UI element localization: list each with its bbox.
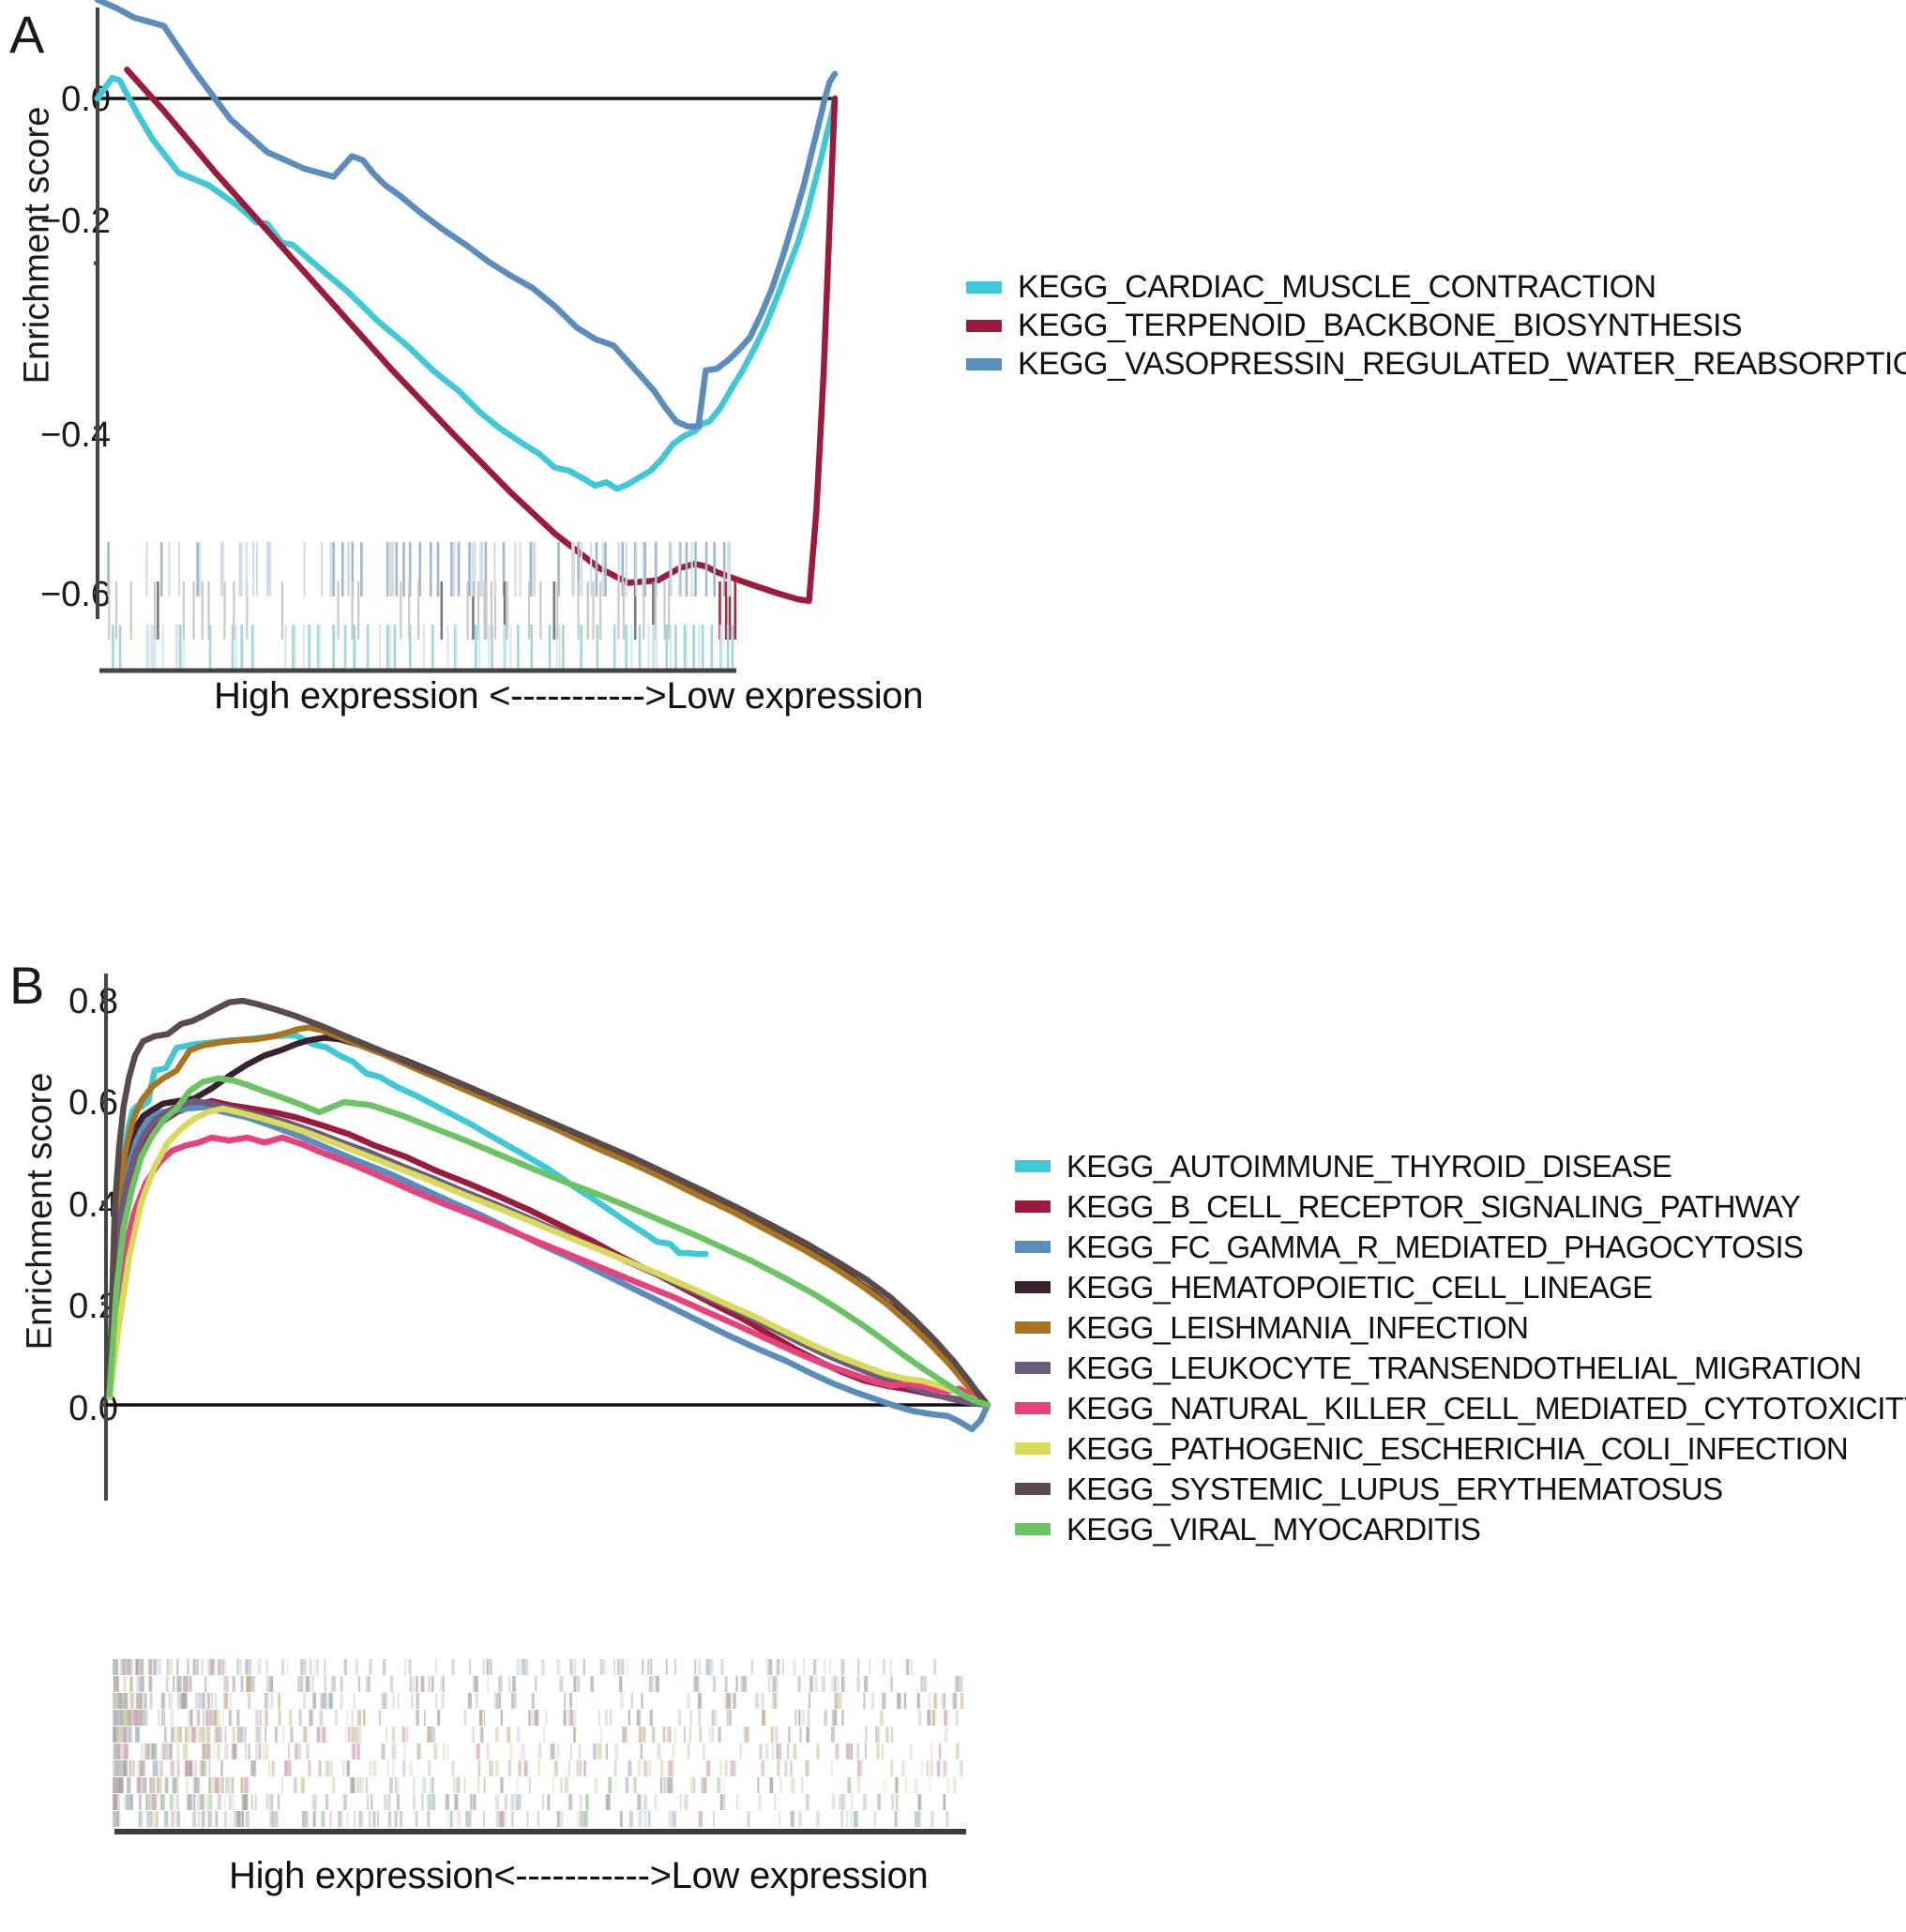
legend-color-swatch — [1015, 1241, 1051, 1253]
panel-a-rug-plot — [99, 542, 737, 673]
legend-item: KEGG_FC_GAMMA_R_MEDIATED_PHAGOCYTOSIS — [1015, 1227, 1906, 1267]
legend-color-swatch — [1015, 1402, 1051, 1414]
legend-item-label: KEGG_VIRAL_MYOCARDITIS — [1066, 1511, 1481, 1547]
legend-item: KEGG_NATURAL_KILLER_CELL_MEDIATED_CYTOTO… — [1015, 1388, 1906, 1428]
panel-b-x-caption: High expression<----------->Low expressi… — [229, 1855, 929, 1896]
legend-item: KEGG_HEMATOPOIETIC_CELL_LINEAGE — [1015, 1267, 1906, 1307]
panel-a-legend: KEGG_CARDIAC_MUSCLE_CONTRACTION KEGG_TERP… — [966, 268, 1906, 384]
legend-item: KEGG_TERPENOID_BACKBONE_BIOSYNTHESIS — [966, 307, 1906, 345]
legend-item-label: KEGG_FC_GAMMA_R_MEDIATED_PHAGOCYTOSIS — [1066, 1229, 1804, 1264]
legend-color-swatch — [1015, 1200, 1051, 1213]
legend-item: KEGG_VIRAL_MYOCARDITIS — [1015, 1509, 1906, 1549]
legend-item: KEGG_LEISHMANIA_INFECTION — [1015, 1307, 1906, 1348]
legend-item-label: KEGG_B_CELL_RECEPTOR_SIGNALING_PATHWAY — [1066, 1188, 1801, 1224]
legend-item-label: KEGG_VASOPRESSIN_REGULATED_WATER_REABSOR… — [1018, 346, 1906, 382]
legend-item-label: KEGG_AUTOIMMUNE_THYROID_DISEASE — [1066, 1148, 1672, 1184]
panel-b-legend: KEGG_AUTOIMMUNE_THYROID_DISEASE KEGG_B_CE… — [1015, 1146, 1906, 1549]
legend-item: KEGG_PATHOGENIC_ESCHERICHIA_COLI_INFECTI… — [1015, 1428, 1906, 1469]
legend-item: KEGG_CARDIAC_MUSCLE_CONTRACTION — [966, 268, 1906, 307]
legend-item-label: KEGG_TERPENOID_BACKBONE_BIOSYNTHESIS — [1018, 308, 1743, 343]
legend-color-swatch — [966, 320, 1002, 332]
enrichment-curve — [94, 74, 839, 492]
legend-item: KEGG_LEUKOCYTE_TRANSENDOTHELIAL_MIGRATIO… — [1015, 1348, 1906, 1388]
panel-a-letter: A — [9, 5, 45, 64]
panel-b-ytick-2: 0.4 — [68, 1185, 118, 1225]
enrichment-curve — [106, 1075, 991, 1409]
enrichment-curve — [124, 67, 839, 605]
legend-color-swatch — [1015, 1321, 1051, 1334]
legend-color-swatch — [966, 358, 1002, 370]
enrichment-curve — [106, 997, 991, 1409]
legend-color-swatch — [1015, 1281, 1051, 1293]
legend-item-label: KEGG_SYSTEMIC_LUPUS_ERYTHEMATOSUS — [1066, 1471, 1723, 1506]
panel-b-rug-plot — [113, 1659, 966, 1834]
legend-color-swatch — [1015, 1362, 1051, 1374]
legend-color-swatch — [1015, 1483, 1051, 1495]
enrichment-curve — [94, 0, 839, 430]
panel-b-ytick-0: 0.8 — [68, 982, 118, 1021]
enrichment-curve — [106, 1134, 991, 1409]
enrichment-curve — [106, 1097, 991, 1409]
legend-item-label: KEGG_LEISHMANIA_INFECTION — [1066, 1309, 1529, 1345]
enrichment-curve — [106, 1105, 991, 1409]
legend-item: KEGG_SYSTEMIC_LUPUS_ERYTHEMATOSUS — [1015, 1469, 1906, 1509]
legend-item-label: KEGG_LEUKOCYTE_TRANSENDOTHELIAL_MIGRATIO… — [1066, 1350, 1862, 1385]
legend-color-swatch — [1015, 1160, 1051, 1172]
enrichment-curve — [107, 1032, 709, 1388]
panel-a-plot — [94, 0, 839, 619]
panel-a-ylabel: Enrichment score — [17, 106, 57, 385]
panel-b-letter: B — [9, 956, 45, 1015]
legend-item: KEGG_VASOPRESSIN_REGULATED_WATER_REABSOR… — [966, 345, 1906, 384]
panel-b-curves — [101, 974, 991, 1501]
legend-item-label: KEGG_NATURAL_KILLER_CELL_MEDIATED_CYTOTO… — [1066, 1390, 1906, 1426]
enrichment-curve — [106, 1104, 991, 1433]
legend-item-label: KEGG_PATHOGENIC_ESCHERICHIA_COLI_INFECTI… — [1066, 1430, 1849, 1466]
legend-item-label: KEGG_HEMATOPOIETIC_CELL_LINEAGE — [1066, 1269, 1653, 1305]
legend-item: KEGG_AUTOIMMUNE_THYROID_DISEASE — [1015, 1146, 1906, 1186]
legend-color-swatch — [1015, 1442, 1051, 1455]
legend-color-swatch — [1015, 1523, 1051, 1535]
legend-color-swatch — [966, 281, 1002, 294]
panel-a-x-caption: High expression <----------->Low express… — [214, 675, 924, 717]
enrichment-curve — [106, 1097, 991, 1409]
panel-b-ytick-1: 0.6 — [68, 1083, 118, 1123]
legend-item-label: KEGG_CARDIAC_MUSCLE_CONTRACTION — [1018, 269, 1656, 305]
legend-item: KEGG_B_CELL_RECEPTOR_SIGNALING_PATHWAY — [1015, 1186, 1906, 1227]
